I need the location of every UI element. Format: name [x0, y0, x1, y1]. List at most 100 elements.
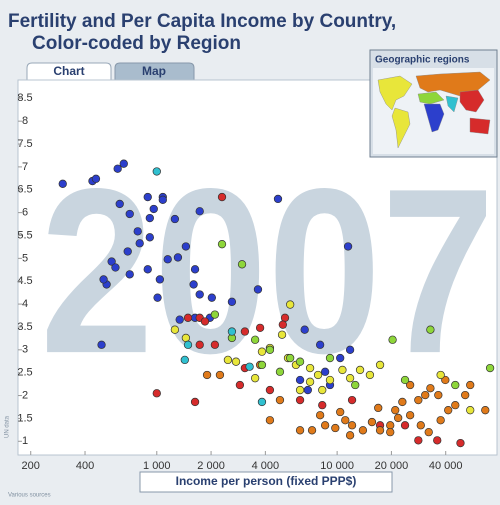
- point: [416, 421, 425, 430]
- point: [295, 395, 305, 405]
- point: [394, 413, 403, 423]
- tab-chart[interactable]: [26, 62, 112, 81]
- y-tick-label: 8: [22, 115, 28, 127]
- x-axis-label: Income per person (fixed PPP$): [176, 474, 357, 488]
- point: [367, 417, 377, 427]
- y-tick-label: 3.5: [17, 321, 32, 333]
- point: [295, 426, 305, 435]
- region-americas-south: [391, 107, 411, 149]
- chart-subtitle: Color-coded by Region: [32, 33, 241, 54]
- point: [170, 214, 180, 224]
- point: [111, 263, 120, 272]
- point: [123, 247, 132, 256]
- point: [315, 340, 325, 349]
- point: [180, 355, 189, 365]
- region-east-asia: [459, 89, 491, 135]
- point: [386, 427, 395, 437]
- point: [153, 293, 162, 302]
- point: [190, 397, 200, 407]
- point: [257, 347, 267, 356]
- x-tick-label: 40 000: [429, 460, 463, 472]
- point: [295, 375, 305, 385]
- point: [135, 239, 144, 248]
- y-tick-label: 6.5: [17, 184, 32, 196]
- point: [207, 293, 217, 302]
- y-tick-label: 5: [22, 252, 28, 264]
- point: [400, 421, 410, 430]
- y-tick-label: 5.5: [17, 229, 32, 241]
- point: [149, 204, 158, 214]
- point: [347, 395, 357, 405]
- region-south-asia: [445, 95, 459, 113]
- point: [245, 362, 254, 371]
- point: [227, 327, 237, 336]
- point: [414, 436, 423, 445]
- point: [237, 260, 247, 269]
- point: [325, 375, 335, 385]
- point: [391, 406, 400, 415]
- point: [240, 327, 250, 336]
- point: [152, 167, 161, 176]
- point: [183, 313, 193, 322]
- point: [300, 325, 309, 334]
- point: [365, 370, 375, 380]
- point: [375, 360, 385, 370]
- point: [466, 406, 475, 415]
- point: [125, 209, 134, 219]
- y-tick-label: 1.5: [17, 412, 32, 424]
- point: [345, 345, 355, 354]
- point: [347, 421, 357, 430]
- point: [345, 374, 355, 383]
- point: [466, 380, 475, 390]
- point: [181, 242, 191, 251]
- point: [436, 416, 445, 425]
- point: [175, 315, 184, 324]
- y-tick-label: 7.5: [17, 138, 32, 150]
- point: [91, 174, 101, 183]
- point: [265, 345, 275, 354]
- point: [217, 240, 227, 249]
- point: [99, 275, 108, 284]
- x-tick-label: 200: [22, 460, 40, 472]
- point: [451, 380, 460, 390]
- point: [107, 257, 116, 266]
- point: [424, 427, 433, 437]
- chart-title: Fertility and Per Capita Income by Count…: [8, 11, 396, 32]
- point: [231, 357, 241, 366]
- x-source: Various sources: [8, 493, 51, 499]
- point: [145, 213, 154, 223]
- point: [158, 195, 167, 204]
- point: [343, 242, 353, 251]
- point: [338, 365, 347, 375]
- point: [305, 363, 315, 373]
- y-tick-label: 4.5: [17, 275, 32, 287]
- x-axis-label-box[interactable]: [139, 471, 393, 493]
- point: [374, 403, 383, 413]
- point: [265, 385, 275, 395]
- point: [235, 380, 245, 390]
- point: [143, 265, 152, 274]
- point: [305, 377, 315, 386]
- point: [441, 375, 450, 385]
- point: [255, 323, 265, 333]
- point: [275, 367, 285, 376]
- point: [318, 401, 327, 410]
- point: [278, 320, 287, 329]
- tab-map[interactable]: [114, 62, 195, 81]
- point: [351, 380, 360, 390]
- point: [97, 340, 106, 349]
- point: [195, 290, 204, 299]
- point: [400, 375, 410, 385]
- tab-label[interactable]: Chart: [53, 64, 84, 78]
- point: [341, 416, 350, 425]
- y-tick-label: 6: [22, 207, 28, 219]
- point: [250, 335, 260, 344]
- point: [318, 385, 327, 395]
- point: [133, 227, 142, 236]
- tab-label[interactable]: Map: [142, 64, 166, 78]
- point: [461, 390, 470, 400]
- point: [286, 353, 295, 363]
- y-tick-label: 1: [22, 435, 28, 447]
- point: [183, 340, 193, 349]
